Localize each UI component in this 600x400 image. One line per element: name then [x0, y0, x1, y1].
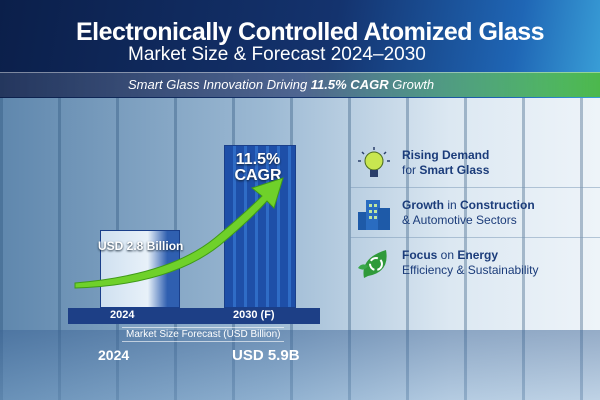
lightbulb-icon	[358, 147, 390, 177]
bar-2024-value-label: USD 2.8 Billion	[98, 239, 184, 253]
bottom-year: 2024	[98, 347, 130, 363]
building-icon	[358, 200, 390, 230]
highlight-item: Focus on Energy Efficiency & Sustainabili…	[350, 240, 600, 288]
page-title: Electronically Controlled Atomized Glass	[76, 18, 545, 46]
x-tick-2030: 2030 (F)	[233, 309, 275, 321]
highlights-panel: Rising Demand for Smart Glass Growth in C…	[350, 140, 600, 300]
highlight-item: Growth in Construction & Automotive Secto…	[350, 190, 600, 238]
cagr-label: 11.5% CAGR	[234, 151, 282, 184]
axis-base	[68, 308, 320, 324]
page-subtitle: Market Size & Forecast 2024–2030	[128, 44, 426, 65]
x-tick-2024: 2024	[110, 309, 135, 321]
bottom-value: USD 5.9B	[232, 347, 300, 364]
x-axis-label: Market Size Forecast (USD Billion)	[122, 327, 285, 342]
leaf-recycle-icon	[358, 250, 387, 278]
growth-arrow-shape	[74, 177, 284, 289]
floor-reflection	[0, 330, 600, 400]
tagline: Smart Glass Innovation Driving 11.5% CAG…	[128, 77, 435, 92]
highlight-item: Rising Demand for Smart Glass	[350, 140, 600, 188]
tagline-strip	[0, 72, 600, 97]
